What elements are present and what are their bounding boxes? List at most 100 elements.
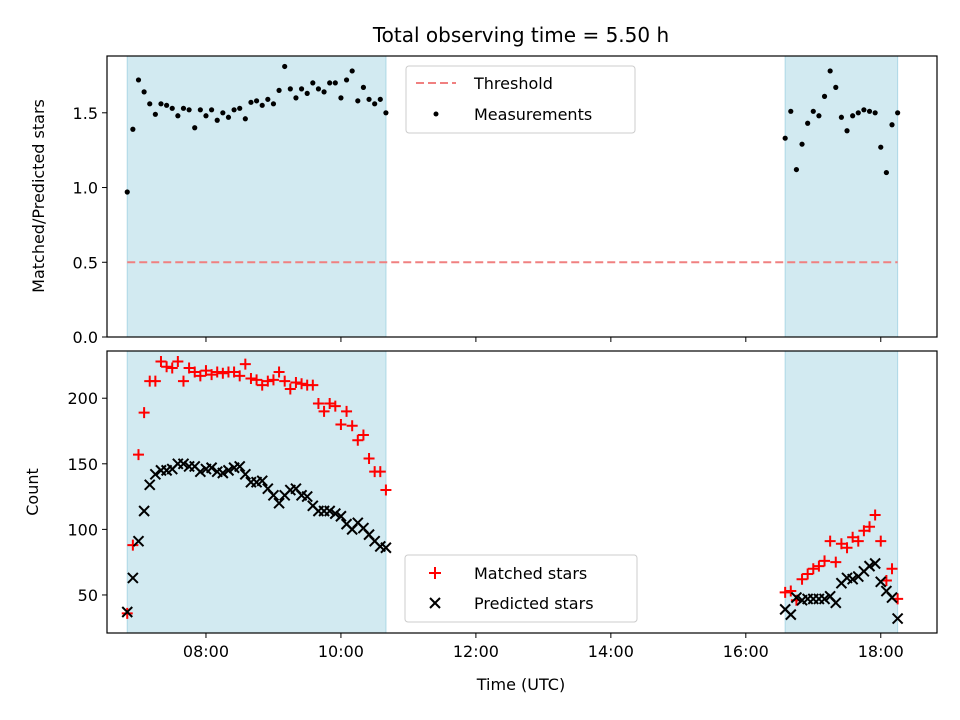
- x-axis-label: Time (UTC): [476, 675, 565, 694]
- matched-star-point: [211, 366, 223, 378]
- top-panel: 0.0 0.5 1.0 1.5 Matched/Predicted stars Thr…: [29, 55, 938, 347]
- measurement-point: [349, 68, 355, 74]
- measurement-point: [788, 108, 794, 114]
- top-y-tick-label: 0.5: [73, 253, 98, 272]
- matched-star-point: [177, 375, 189, 387]
- measurement-point: [332, 80, 338, 86]
- x-tick-label: 10:00: [318, 642, 364, 661]
- measurement-point: [883, 169, 889, 176]
- measurement-point: [237, 105, 243, 111]
- matched-star-point: [380, 484, 392, 496]
- predicted-star-point: [380, 542, 392, 554]
- measurement-point: [782, 135, 788, 141]
- matched-star-point: [273, 366, 285, 378]
- measurement-point: [270, 101, 277, 107]
- bottom-panel: 50 100 150 200 08:00 10:00 12:00 14:00 16:00 18:…: [23, 350, 938, 694]
- matched-star-point: [284, 383, 296, 395]
- bottom-y-tick-label: 100: [67, 520, 98, 539]
- matched-star-point: [785, 585, 797, 597]
- matched-star-point: [835, 538, 847, 550]
- matched-star-point: [132, 449, 144, 461]
- top-axes-frame: [106, 55, 938, 338]
- matched-star-point: [239, 358, 251, 370]
- measurement-point: [343, 77, 350, 83]
- predicted-star-point: [301, 490, 313, 503]
- legend-predicted-swatch: [429, 597, 441, 609]
- legend-threshold-label: Threshold: [473, 74, 553, 93]
- top-legend: Threshold Measurements: [405, 65, 636, 134]
- matched-star-point: [374, 466, 386, 478]
- predicted-star-point: [267, 489, 280, 501]
- matched-star-point: [847, 531, 859, 543]
- measurement-point: [861, 107, 867, 113]
- matched-star-point: [206, 369, 218, 381]
- matched-star-point: [262, 375, 274, 387]
- measurement-point: [304, 90, 310, 96]
- measurement-point: [282, 63, 288, 70]
- measurement-point: [827, 68, 833, 74]
- x-tick-label: 08:00: [183, 642, 229, 661]
- predicted-star-point: [217, 467, 229, 479]
- measurement-point: [810, 108, 816, 114]
- measurement-point: [141, 89, 147, 95]
- matched-star-point: [824, 535, 836, 547]
- matched-star-point: [256, 379, 268, 391]
- measurement-point: [805, 120, 811, 126]
- measurement-point: [799, 141, 805, 147]
- predicted-star-point: [323, 505, 336, 517]
- x-tick-label: 18:00: [858, 642, 904, 661]
- measurement-point: [231, 107, 237, 113]
- measurement-point: [298, 86, 305, 92]
- matched-star-point: [189, 366, 201, 378]
- top-y-tick-label: 1.0: [73, 179, 98, 198]
- matched-star-point: [127, 539, 139, 551]
- chart-title: Total observing time = 5.50 h: [372, 23, 669, 47]
- measurement-point: [158, 101, 164, 107]
- matched-star-point: [267, 374, 279, 386]
- measurement-point: [208, 107, 215, 113]
- matched-star-point: [357, 429, 369, 441]
- measurement-point: [366, 96, 372, 102]
- matched-star-point: [852, 535, 864, 547]
- matched-star-point: [217, 367, 229, 379]
- predicted-star-point: [891, 612, 904, 625]
- measurement-point: [186, 107, 192, 113]
- predicted-star-point: [234, 460, 246, 473]
- bottom-axes-frame: [106, 350, 938, 634]
- matched-star-point: [335, 418, 347, 430]
- bottom-shaded-interval-1: [126, 350, 387, 634]
- bottom-x-axis: 08:00 10:00 12:00 14:00 16:00 18:00: [183, 633, 904, 661]
- bottom-points: [121, 355, 904, 625]
- predicted-star-point: [222, 464, 235, 477]
- predicted-star-point: [132, 535, 145, 547]
- matched-star-point: [841, 542, 853, 554]
- predicted-star-point: [875, 576, 887, 588]
- matched-star-point: [183, 362, 195, 374]
- matched-star-point: [307, 379, 319, 391]
- matched-star-point: [166, 362, 178, 374]
- predicted-star-point: [194, 465, 207, 478]
- measurement-point: [850, 113, 856, 119]
- measurement-point: [383, 110, 389, 116]
- bottom-legend-box: [404, 554, 638, 623]
- predicted-star-point: [863, 560, 876, 572]
- predicted-star-point: [846, 573, 859, 585]
- measurement-point: [310, 80, 316, 86]
- predicted-star-point: [273, 497, 285, 509]
- top-y-tick-label: 1.5: [73, 104, 98, 123]
- measurement-point: [152, 111, 158, 117]
- matched-star-point: [312, 397, 324, 409]
- measurement-point: [878, 144, 884, 150]
- top-y-tick-label: 0.0: [73, 328, 98, 347]
- measurement-point: [197, 107, 203, 113]
- matched-star-point: [363, 453, 375, 465]
- bottom-shaded-interval-2: [784, 350, 899, 634]
- predicted-star-point: [830, 597, 842, 609]
- measurement-point: [220, 110, 226, 116]
- top-shaded-interval-1: [126, 55, 387, 338]
- top-y-axis: 0.0 0.5 1.0 1.5: [73, 104, 107, 347]
- matched-star-point: [138, 407, 150, 419]
- predicted-star-point: [239, 468, 252, 481]
- measurement-point: [203, 113, 209, 119]
